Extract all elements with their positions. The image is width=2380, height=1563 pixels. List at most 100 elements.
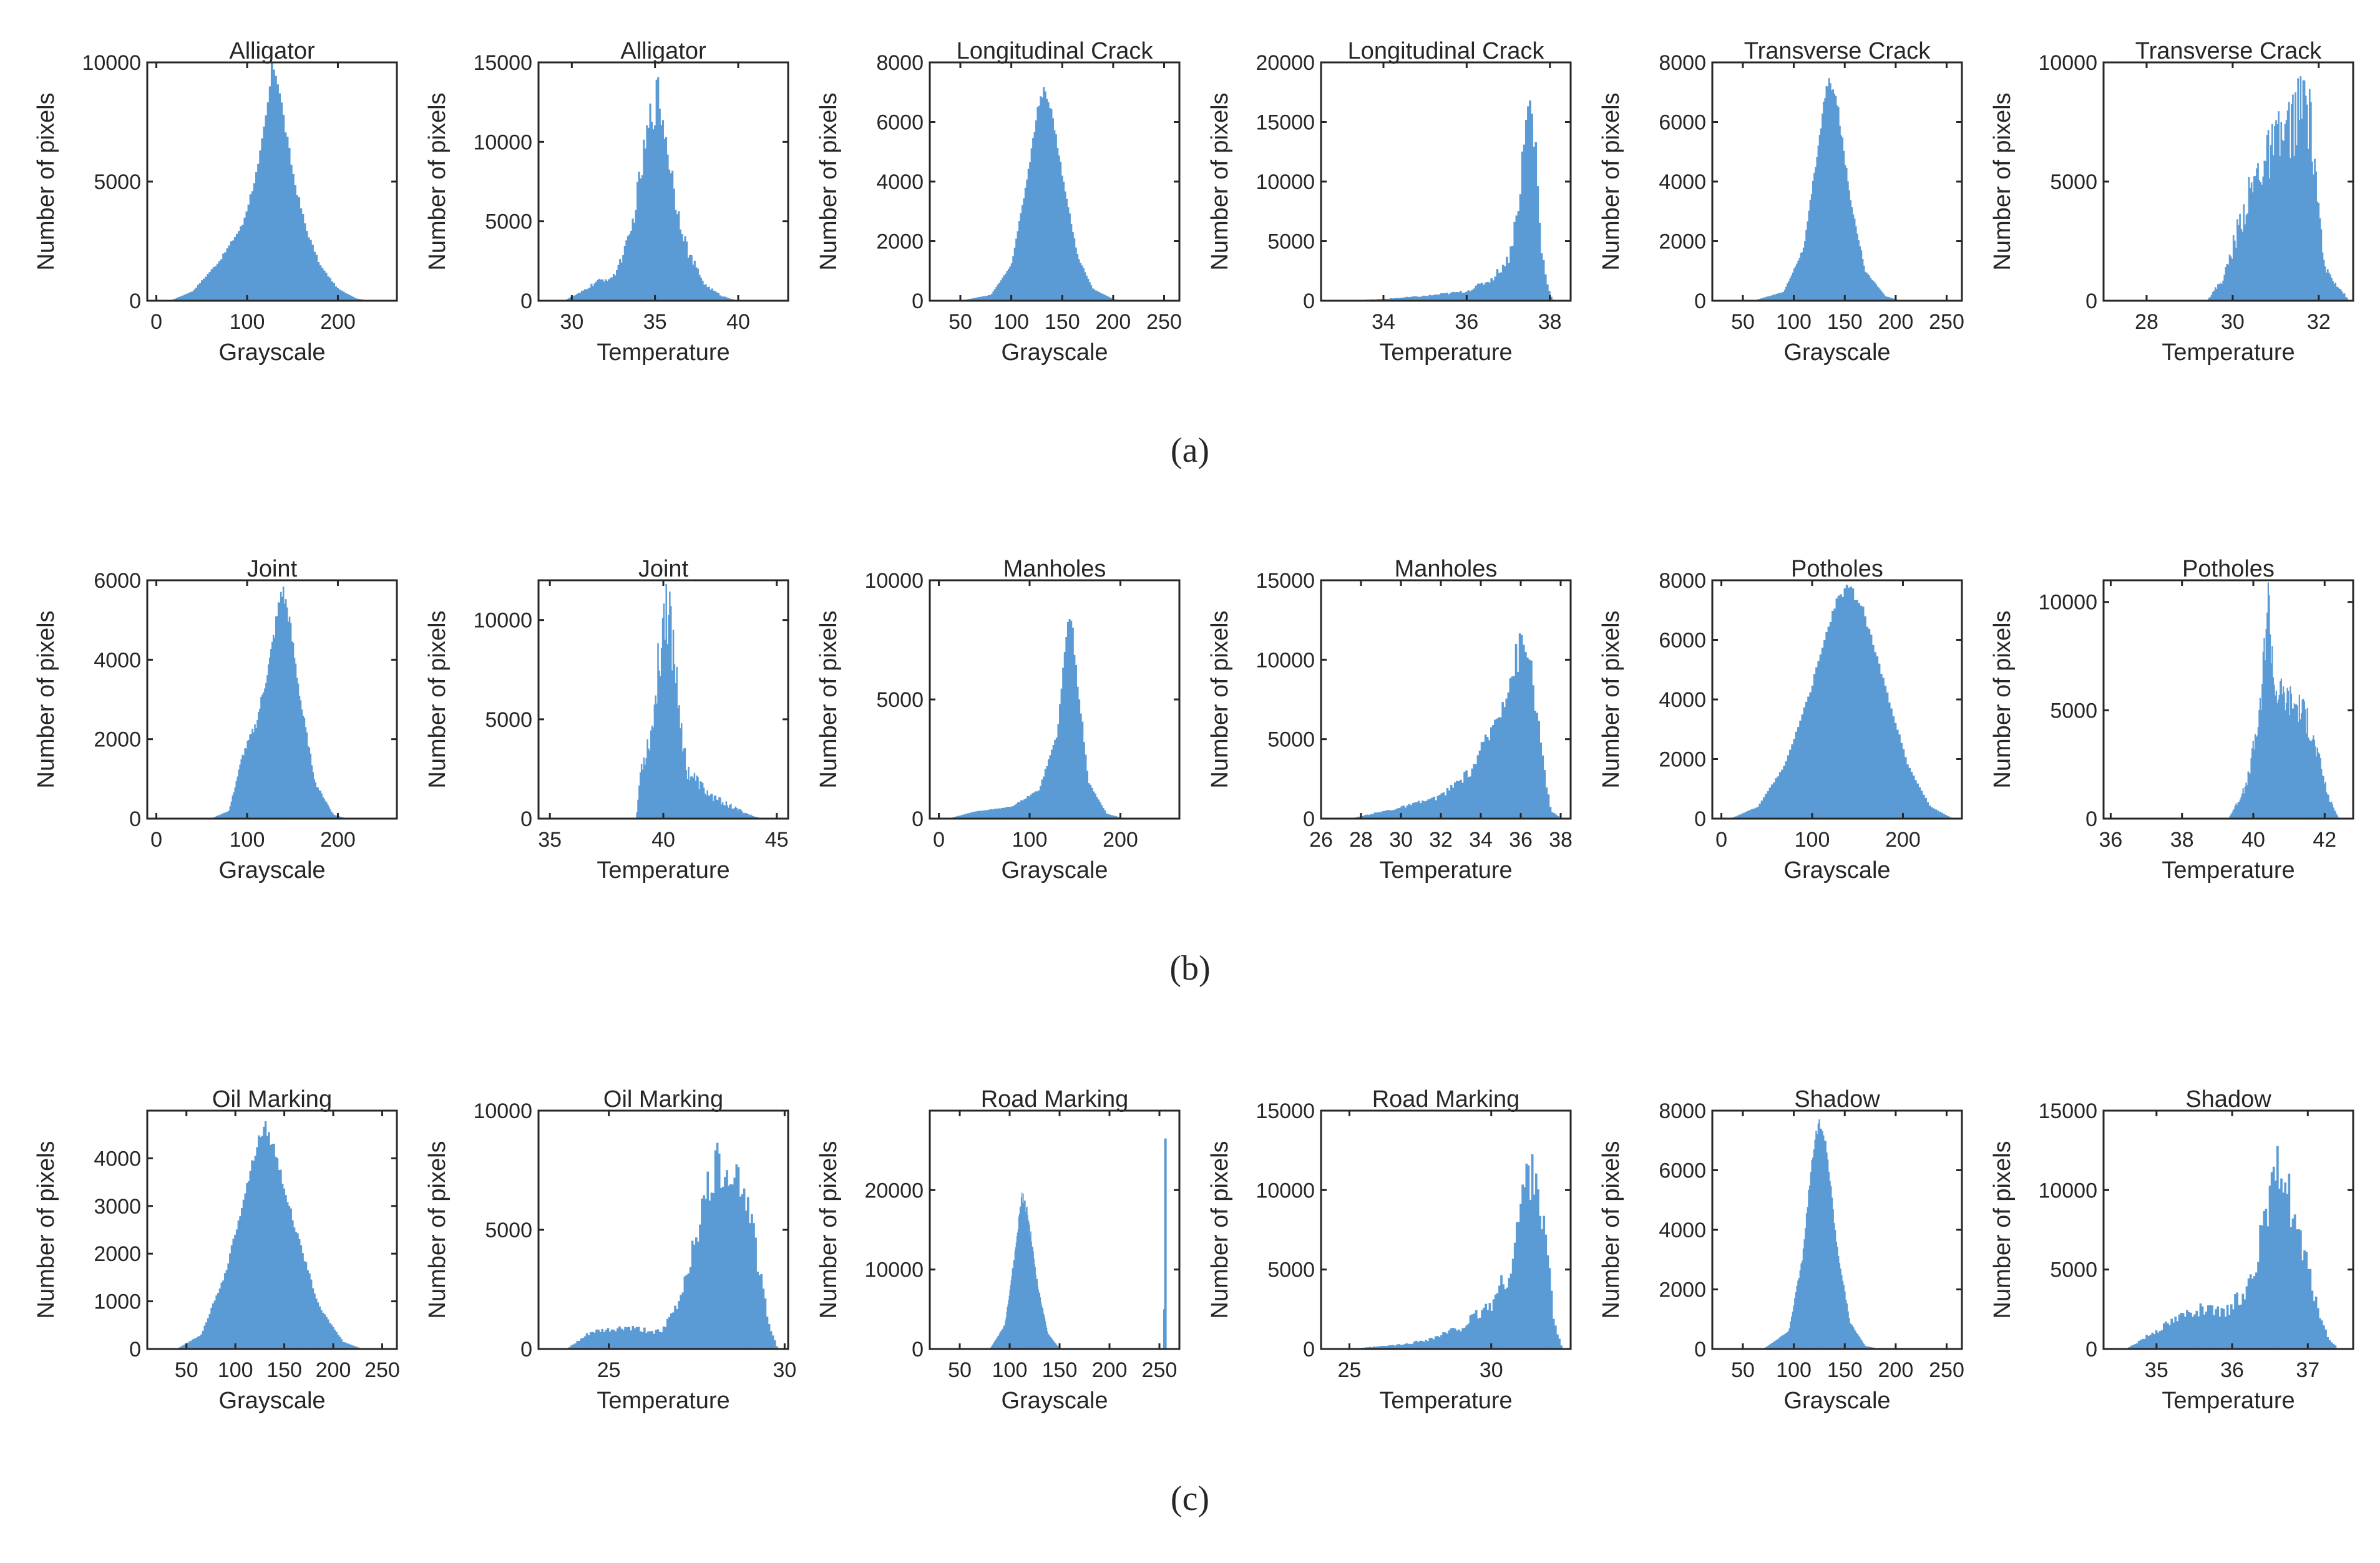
histogram-bar bbox=[251, 1160, 253, 1349]
y-axis-label: Number of pixels bbox=[1598, 92, 1624, 270]
x-tick-label: 30 bbox=[1480, 1358, 1503, 1382]
histogram-bar bbox=[218, 1288, 222, 1349]
histogram-bar bbox=[1936, 811, 1939, 819]
histogram-bar bbox=[222, 1280, 225, 1349]
histogram-bar bbox=[275, 616, 277, 819]
histogram-bar bbox=[2306, 104, 2308, 301]
y-tick-label: 6000 bbox=[94, 569, 141, 593]
histogram-bar bbox=[2193, 1314, 2197, 1349]
histogram-bar bbox=[1436, 1336, 1439, 1349]
histogram-bar bbox=[1841, 1280, 1844, 1349]
histogram-bar bbox=[2301, 699, 2303, 819]
histogram-bar bbox=[2274, 1181, 2277, 1349]
histogram-bar bbox=[1775, 778, 1778, 819]
histogram-bar bbox=[1083, 742, 1085, 819]
histogram-bar bbox=[1088, 783, 1090, 819]
histogram-bar bbox=[708, 286, 710, 301]
histogram-bar bbox=[1829, 1181, 1831, 1349]
histogram-bar bbox=[1785, 1333, 1787, 1349]
histogram-bar bbox=[1022, 800, 1024, 819]
y-tick-label: 2000 bbox=[876, 230, 924, 254]
histogram-bar bbox=[2213, 1315, 2215, 1349]
histogram-bar bbox=[1475, 764, 1478, 819]
histogram-bar bbox=[315, 1298, 318, 1349]
histogram-bar bbox=[1440, 293, 1443, 301]
histogram-bar bbox=[1035, 791, 1037, 819]
histogram-bar bbox=[1858, 603, 1861, 819]
histogram-bar bbox=[1381, 811, 1384, 819]
histogram-bar bbox=[1438, 794, 1441, 819]
histogram-bar bbox=[2235, 803, 2237, 819]
histogram-bar bbox=[202, 1330, 205, 1349]
histogram-bar bbox=[1433, 796, 1435, 819]
histogram-bar bbox=[2226, 263, 2228, 301]
histogram-bar bbox=[2272, 1166, 2275, 1349]
y-tick-label: 20000 bbox=[1256, 51, 1315, 75]
histogram-bar bbox=[655, 695, 656, 819]
histogram-bar bbox=[985, 296, 987, 301]
histogram-bar bbox=[1376, 1346, 1379, 1349]
histogram-bar bbox=[250, 734, 252, 819]
histogram-bar bbox=[1403, 297, 1406, 301]
histogram-bar bbox=[1777, 293, 1779, 301]
histogram-bar bbox=[1016, 1236, 1018, 1349]
histogram-bar bbox=[1816, 157, 1818, 301]
histogram-bar bbox=[2298, 694, 2300, 819]
histogram-bar bbox=[1787, 283, 1788, 301]
histogram-bar bbox=[2266, 612, 2268, 819]
panel-title: Transverse Crack bbox=[2135, 38, 2322, 64]
histogram-bar bbox=[2334, 282, 2337, 301]
histogram-bar bbox=[1496, 269, 1499, 301]
histogram-bar bbox=[1055, 738, 1058, 819]
histogram-bar bbox=[1480, 742, 1483, 819]
histogram-bar bbox=[238, 769, 240, 819]
histogram-bar bbox=[1506, 256, 1508, 301]
histogram-bar bbox=[2319, 758, 2321, 819]
histogram-bar bbox=[978, 296, 981, 301]
histogram-bar bbox=[968, 813, 971, 819]
histogram-bar bbox=[1164, 1138, 1167, 1349]
histogram-bar bbox=[288, 616, 291, 819]
histogram-bar bbox=[322, 1312, 324, 1349]
y-tick-label: 8000 bbox=[1659, 569, 1706, 593]
histogram-bar bbox=[660, 125, 663, 301]
histogram-bar bbox=[330, 1324, 333, 1349]
histogram-bar bbox=[324, 801, 326, 819]
histogram-bar bbox=[1046, 766, 1048, 819]
histogram-bar bbox=[276, 84, 279, 301]
histogram-bar bbox=[1796, 1285, 1798, 1349]
x-tick-label: 100 bbox=[1795, 828, 1830, 852]
histogram-bar bbox=[700, 277, 703, 301]
histogram-bar bbox=[1941, 812, 1943, 819]
histogram-bar bbox=[664, 640, 666, 819]
histogram-bar bbox=[1784, 1333, 1787, 1349]
histogram-bar bbox=[1829, 83, 1831, 301]
y-tick-label: 10000 bbox=[1256, 1179, 1315, 1202]
histogram-bar bbox=[1482, 285, 1485, 301]
y-tick-label: 0 bbox=[520, 1338, 532, 1361]
histogram-bar bbox=[1471, 1314, 1474, 1349]
histogram-bar bbox=[2255, 176, 2256, 301]
histogram-bar bbox=[1524, 651, 1527, 819]
histogram-bar bbox=[994, 1341, 995, 1349]
y-tick-label: 5000 bbox=[876, 688, 924, 712]
histogram-bar bbox=[268, 1132, 270, 1349]
histogram-bar bbox=[327, 1319, 329, 1349]
histogram-bar bbox=[1027, 168, 1030, 301]
histogram-bar bbox=[612, 1330, 615, 1349]
histogram-bar bbox=[1874, 652, 1876, 819]
histogram-bar bbox=[1003, 275, 1005, 301]
histogram-bar bbox=[278, 93, 281, 301]
histogram-bar bbox=[280, 1169, 282, 1349]
histogram-bar bbox=[687, 257, 690, 301]
histogram-bar bbox=[2273, 684, 2275, 819]
histogram-bar bbox=[2243, 793, 2245, 819]
histogram-bar bbox=[1393, 810, 1395, 819]
histogram-bar bbox=[2240, 797, 2242, 819]
histogram-bar bbox=[705, 1199, 707, 1349]
histogram-bar bbox=[746, 813, 748, 819]
histogram-bar bbox=[769, 1331, 773, 1349]
histogram-bar bbox=[197, 1337, 199, 1349]
histogram-bar bbox=[2244, 786, 2246, 819]
y-axis-label: Number of pixels bbox=[33, 610, 59, 788]
